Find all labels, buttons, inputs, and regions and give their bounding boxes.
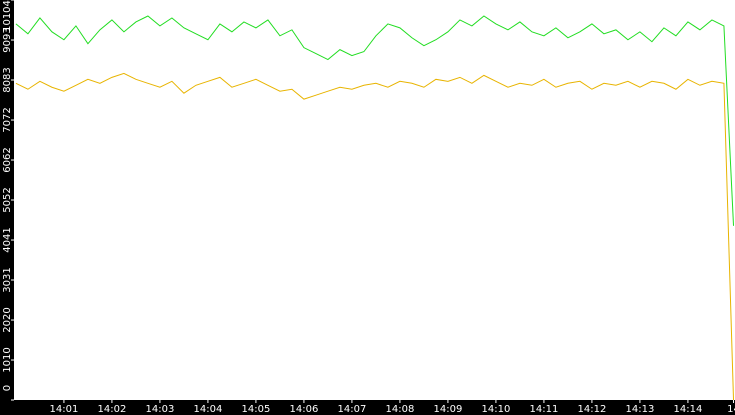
y-tick-label: 6062 xyxy=(2,147,13,172)
y-tick-label: 2020 xyxy=(2,307,13,332)
y-tick-label: 3031 xyxy=(2,267,13,292)
x-tick-label: 14 xyxy=(727,404,735,415)
y-tick-label: 5052 xyxy=(2,187,13,212)
y-tick-label: 4041 xyxy=(2,227,13,252)
x-tick-label: 14:03 xyxy=(146,404,175,415)
x-tick-label: 14:14 xyxy=(674,404,703,415)
x-tick-label: 14:04 xyxy=(194,404,223,415)
y-tick-label: 7072 xyxy=(2,107,13,132)
y-tick-label: 0 xyxy=(2,385,13,391)
y-tick-label: 1010 xyxy=(2,347,13,372)
series-line xyxy=(15,72,735,401)
y-tick-label: 8083 xyxy=(2,67,13,92)
x-tick-label: 14:02 xyxy=(98,404,127,415)
y-axis-strip xyxy=(0,0,14,415)
x-tick-label: 14:12 xyxy=(578,404,607,415)
x-tick-label: 14:06 xyxy=(290,404,319,415)
x-tick-label: 14:11 xyxy=(530,404,559,415)
x-tick-label: 14:01 xyxy=(50,404,79,415)
x-axis-strip xyxy=(0,400,735,415)
y-tick-label: 10104 xyxy=(2,0,13,32)
series-line xyxy=(15,15,735,226)
x-tick-label: 14:08 xyxy=(386,404,415,415)
y-tick-label: 9093 xyxy=(2,27,13,52)
x-tick-label: 14:05 xyxy=(242,404,271,415)
x-tick-label: 14:10 xyxy=(482,404,511,415)
x-tick-label: 14:13 xyxy=(626,404,655,415)
x-tick-label: 14:09 xyxy=(434,404,463,415)
x-tick-label: 14:07 xyxy=(338,404,367,415)
